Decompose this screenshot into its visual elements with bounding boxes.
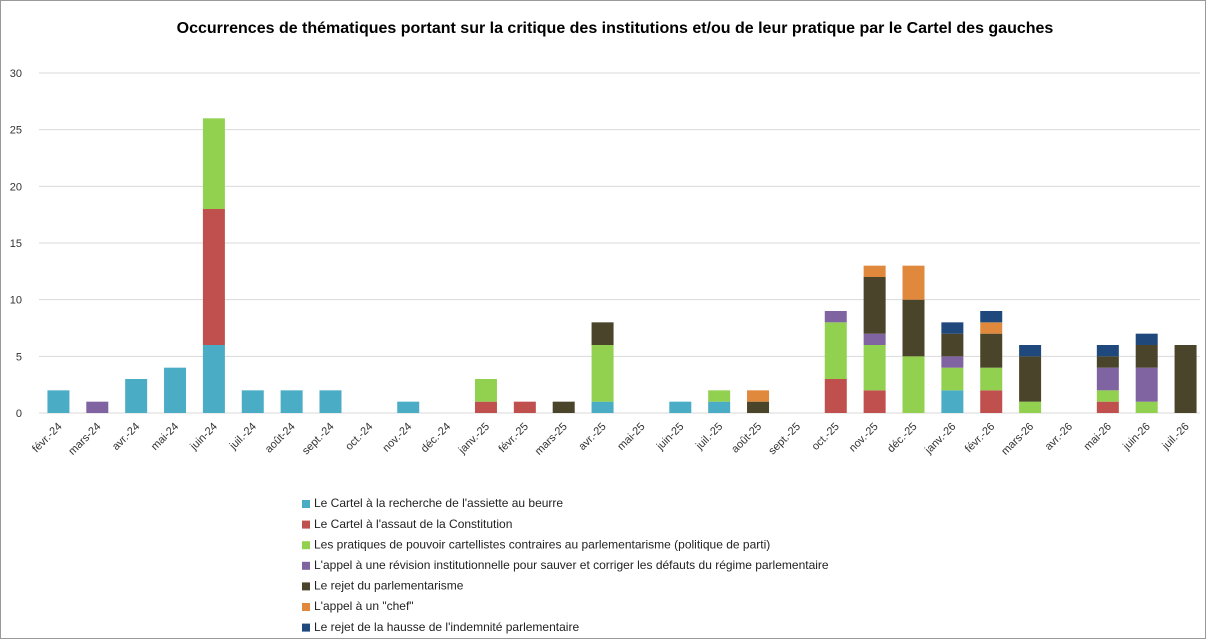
bar-segment <box>474 401 497 413</box>
bar-segment <box>1135 401 1158 413</box>
chart-title: Occurrences de thématiques portant sur l… <box>177 20 1054 37</box>
bar-segment <box>1019 345 1042 357</box>
bar-segment <box>863 333 886 345</box>
bar-segment <box>980 390 1003 413</box>
bar-segment <box>280 390 303 413</box>
bar-segment <box>941 390 964 413</box>
bar-segment <box>1019 356 1042 402</box>
bar-segment <box>941 333 964 357</box>
bar-segment <box>1096 390 1119 402</box>
bar-segment <box>1096 345 1119 357</box>
bar-segment <box>319 390 342 413</box>
bar-segment <box>164 367 187 413</box>
bar-segment <box>708 390 731 402</box>
bar-segment <box>1135 367 1158 402</box>
bar-segment <box>591 345 614 402</box>
bar-segment <box>397 401 420 413</box>
legend-swatch <box>302 520 310 529</box>
legend-swatch <box>302 603 310 611</box>
bar-segment <box>941 322 964 334</box>
bar-segment <box>1096 367 1119 391</box>
y-tick-label: 10 <box>10 295 22 307</box>
legend-swatch <box>302 561 310 570</box>
bar-segment <box>202 209 225 345</box>
bar-segment <box>863 265 886 277</box>
bar-segment <box>824 322 847 379</box>
legend-swatch <box>302 541 310 550</box>
bar-segment <box>902 299 925 357</box>
legend-swatch <box>302 582 310 591</box>
bar-segment <box>1174 345 1197 413</box>
legend-label: Les pratiques de pouvoir cartellistes co… <box>314 537 770 551</box>
bar-segment <box>1135 345 1158 368</box>
bar-segment <box>708 401 731 413</box>
y-tick-label: 0 <box>16 408 22 420</box>
bar-segment <box>863 390 886 413</box>
bar-segment <box>202 345 225 413</box>
bar-segment <box>86 401 109 413</box>
bar-segment <box>513 401 536 413</box>
bar-segment <box>669 401 692 413</box>
legend-label: Le rejet de la hausse de l'indemnité par… <box>314 620 579 634</box>
bar-segment <box>941 367 964 391</box>
bar-segment <box>474 379 497 402</box>
legend-label: L'appel à une révision institutionnelle … <box>314 558 829 572</box>
bar-segment <box>980 311 1003 323</box>
bar-segment <box>1096 356 1119 368</box>
bar-segment <box>941 356 964 368</box>
bar-segment <box>980 333 1003 368</box>
y-tick-label: 25 <box>10 125 22 137</box>
bar-segment <box>1019 401 1042 413</box>
legend-swatch <box>302 500 310 508</box>
bar-segment <box>980 322 1003 334</box>
legend-label: Le Cartel à la recherche de l'assiette a… <box>314 496 563 510</box>
bar-segment <box>1096 401 1119 413</box>
bar-segment <box>863 277 886 334</box>
bar-segment <box>552 401 575 413</box>
bar-segment <box>241 390 264 413</box>
bar-segment <box>591 401 614 413</box>
bar-segment <box>47 390 70 413</box>
bar-segment <box>125 379 148 413</box>
bar-segment <box>902 356 925 413</box>
bar-segment <box>747 390 770 402</box>
bar-segment <box>591 322 614 345</box>
bar-segment <box>902 265 925 300</box>
bar-segment <box>824 311 847 323</box>
bar-segment <box>824 379 847 413</box>
bar-segment <box>1135 333 1158 345</box>
legend-label: Le Cartel à l'assaut de la Constitution <box>314 517 512 531</box>
legend-label: Le rejet du parlementarisme <box>314 579 464 593</box>
y-tick-label: 20 <box>10 181 22 193</box>
y-tick-label: 30 <box>10 68 22 80</box>
legend-swatch <box>302 623 310 632</box>
legend-label: L'appel à un "chef" <box>314 599 414 613</box>
bar-segment <box>863 345 886 391</box>
y-tick-label: 15 <box>10 238 22 250</box>
y-tick-label: 5 <box>16 351 22 363</box>
bar-segment <box>202 118 225 209</box>
bar-segment <box>980 367 1003 391</box>
bar-segment <box>747 401 770 413</box>
